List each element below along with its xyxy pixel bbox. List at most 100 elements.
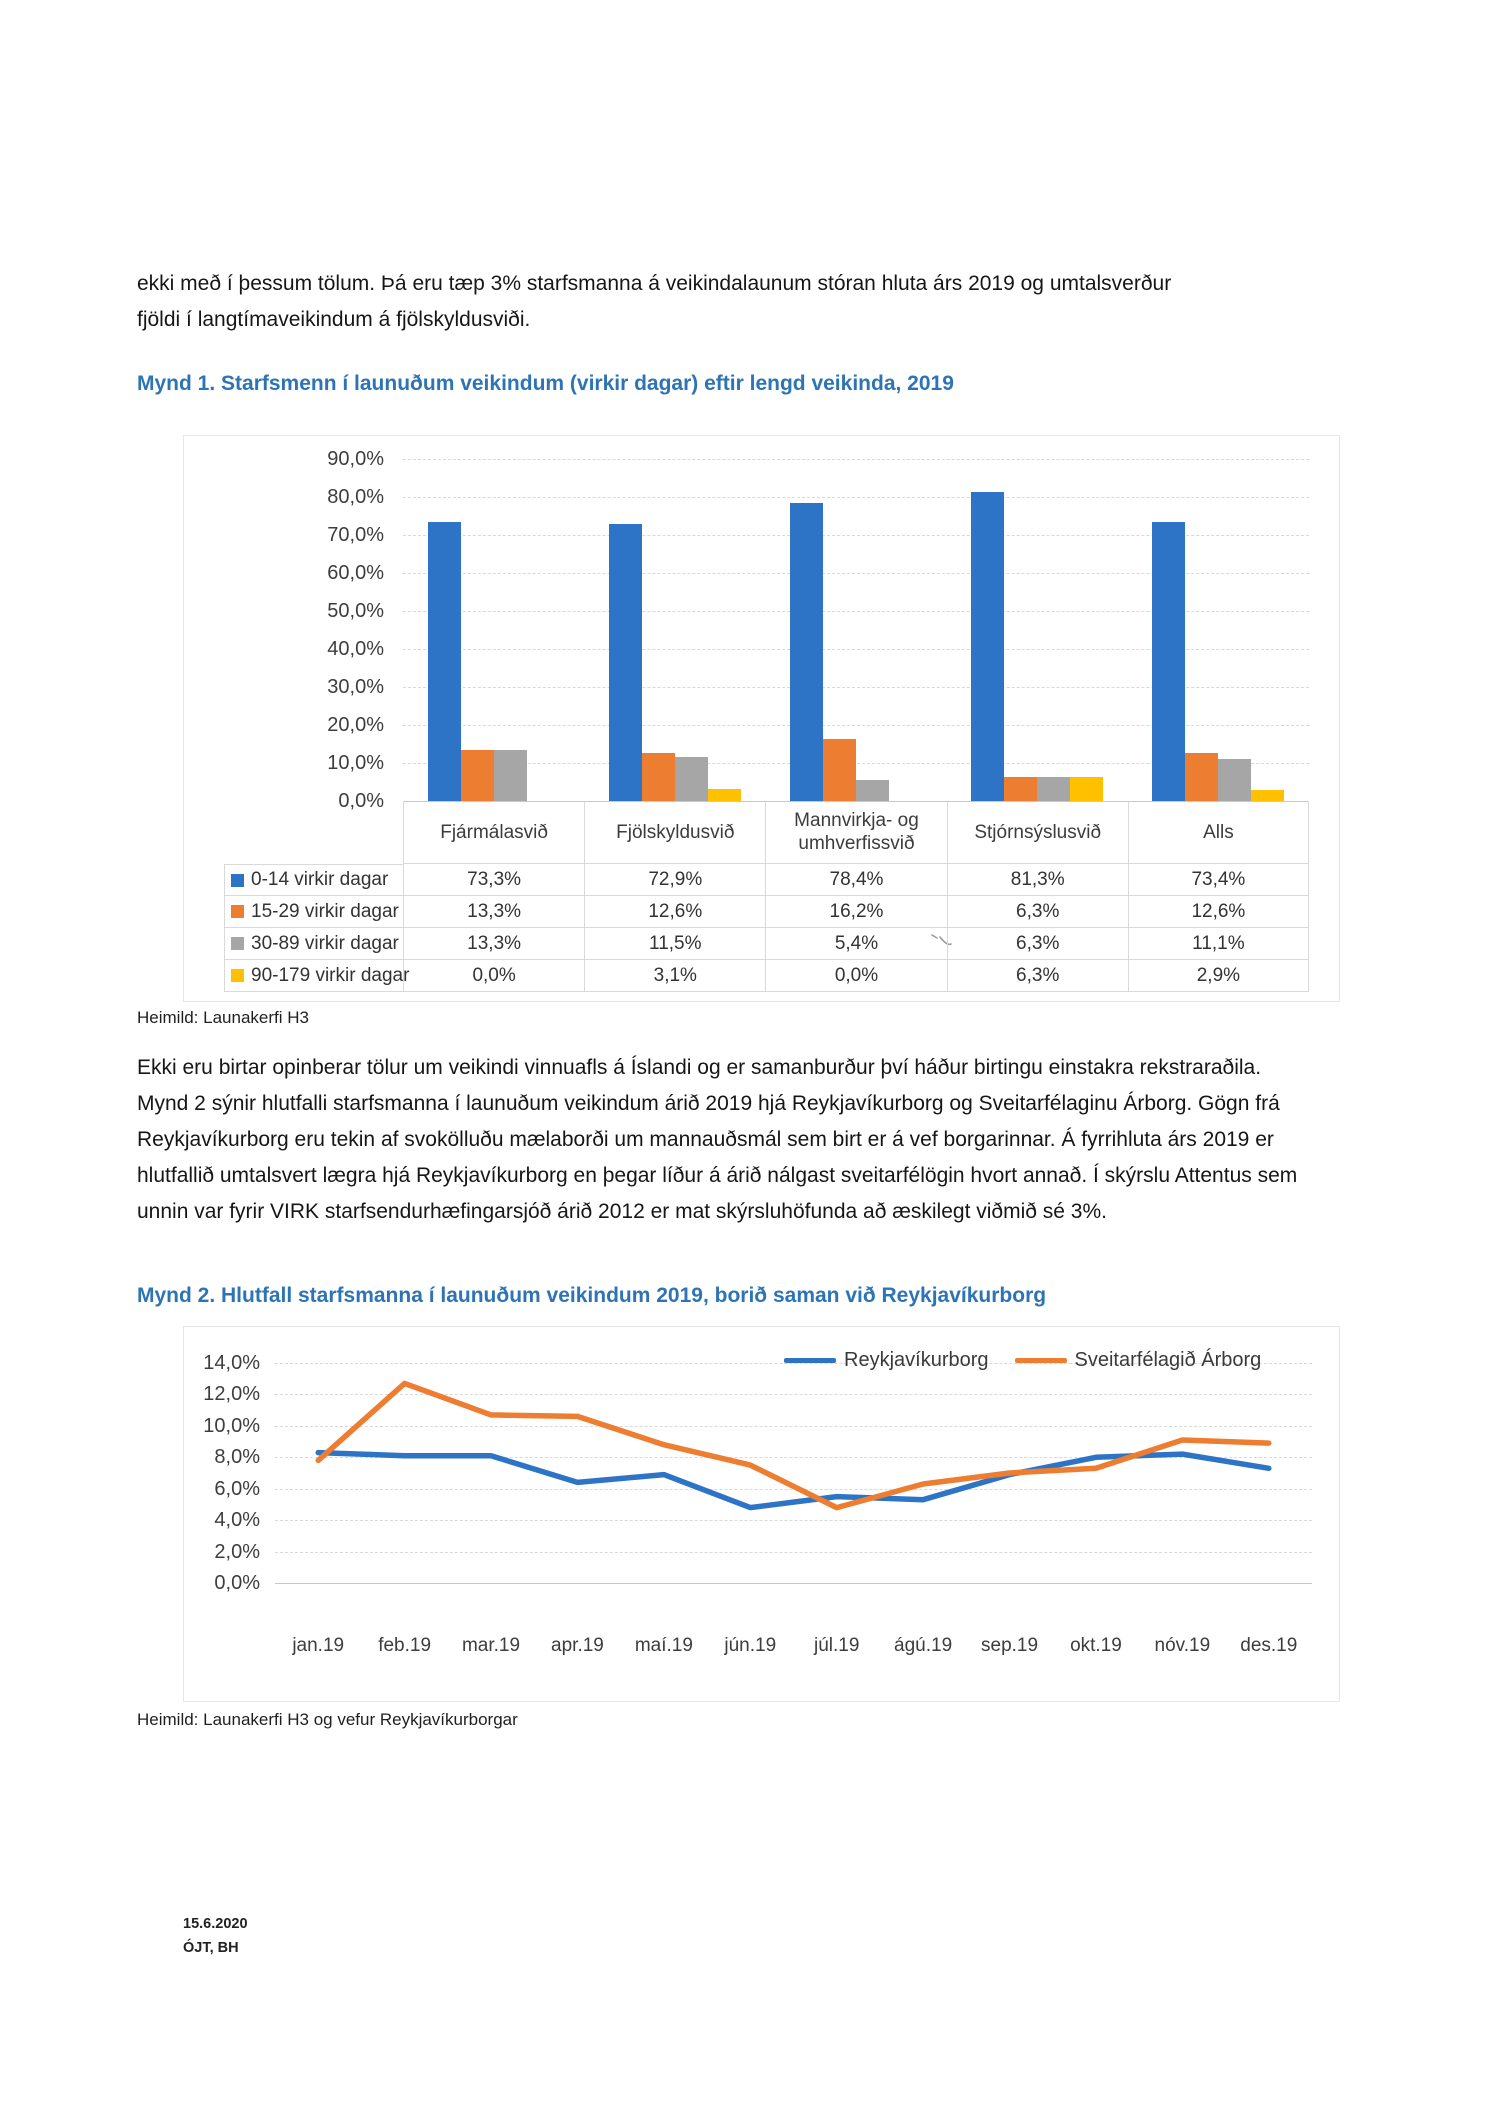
bar-15-29 virkir dagar [1185, 753, 1219, 801]
table-value: 72,9% [584, 864, 766, 896]
gridline [275, 1457, 1312, 1459]
chart-legend: Reykjavíkurborg Sveitarfélagið Árborg [784, 1349, 1261, 1372]
x-axis-line [403, 801, 1309, 802]
y-axis-label: 14,0% [203, 1352, 260, 1374]
table-value: 73,4% [1127, 864, 1309, 896]
figure2-source: Heimild: Launakerfi H3 og vefur Reykjaví… [137, 1710, 518, 1729]
table-value: 6,3% [946, 960, 1128, 992]
legend-swatch [231, 905, 244, 918]
figure2-caption: Mynd 2. Hlutfall starfsmanna í launuðum … [137, 1284, 1047, 1307]
gridline [275, 1363, 1312, 1364]
gridline [275, 1394, 1312, 1396]
gridline [403, 687, 1309, 688]
bar-30-89 virkir dagar [1218, 758, 1252, 801]
x-axis-label: jún.19 [724, 1635, 777, 1656]
table-row-label: 15-29 virkir dagar [224, 896, 403, 928]
gridline [403, 725, 1309, 726]
y-axis-label: 6,0% [214, 1477, 260, 1500]
x-axis-line [275, 1583, 1312, 1584]
x-axis-label: feb.19 [378, 1635, 432, 1656]
gridline [403, 763, 1309, 764]
series-line-Sveitarfélagið Árborg [315, 1380, 1272, 1511]
gridline [403, 459, 1309, 460]
series-name: 0-14 virkir dagar [251, 869, 389, 890]
bar-90-179 virkir dagar [1251, 789, 1285, 801]
y-axis-label: 12,0% [203, 1383, 260, 1406]
legend-label: Sveitarfélagið Árborg [1074, 1349, 1262, 1371]
table-row-label: 0-14 virkir dagar [224, 864, 403, 896]
table-value: 0,0% [403, 960, 585, 992]
y-axis-label: 4,0% [214, 1509, 260, 1532]
x-axis-label: maí.19 [634, 1635, 693, 1656]
bar-0-14 virkir dagar [608, 523, 642, 801]
table-value: 13,3% [403, 896, 585, 928]
table-value: 73,3% [403, 864, 585, 896]
table-value: 2,9% [1127, 960, 1309, 992]
figure1-caption: Mynd 1. Starfsmenn í launuðum veikindum … [137, 372, 954, 395]
bar-0-14 virkir dagar [427, 522, 461, 801]
legend-item: Reykjavíkurborg [784, 1349, 989, 1372]
footer-initials: ÓJT, BH [183, 1940, 239, 1956]
gridline [275, 1425, 1312, 1427]
table-value: 5,4% [765, 928, 947, 960]
legend-swatch [231, 873, 244, 887]
table-value: 6,3% [946, 928, 1128, 960]
bar-30-89 virkir dagar [493, 750, 527, 801]
bar-30-89 virkir dagar [856, 780, 889, 801]
y-axis-label: 8,0% [214, 1446, 260, 1469]
y-axis-label: 40,0% [327, 638, 384, 660]
x-axis-label: nóv.19 [1154, 1635, 1211, 1656]
gridline [403, 535, 1309, 536]
table-value: 3,1% [584, 960, 766, 992]
bar-0-14 virkir dagar [790, 503, 823, 801]
bar-0-14 virkir dagar [1152, 522, 1186, 801]
legend-label: Reykjavíkurborg [844, 1349, 989, 1371]
figure1-source: Heimild: Launakerfi H3 [137, 1008, 309, 1027]
x-axis-label: apr.19 [551, 1635, 604, 1656]
line-plot [315, 1380, 1272, 1511]
y-axis-label: 10,0% [203, 1414, 260, 1437]
intro-paragraph: ekki með í þessum tölum. Þá eru tæp 3% s… [137, 272, 1172, 331]
legend-swatch [231, 969, 244, 982]
bar-15-29 virkir dagar [1004, 777, 1038, 801]
table-value: 0,0% [765, 960, 947, 992]
table-value: 11,1% [1127, 928, 1309, 960]
series-name: 15-29 virkir dagar [251, 900, 399, 922]
y-axis-label: 0,0% [338, 790, 384, 812]
y-axis-label: 0,0% [214, 1572, 260, 1594]
x-axis-label: des.19 [1240, 1635, 1298, 1656]
category-label: Fjölskyldusvið [584, 801, 766, 864]
gridline [275, 1520, 1312, 1522]
table-row-label: 30-89 virkir dagar [224, 928, 403, 960]
legend-item: Sveitarfélagið Árborg [1014, 1349, 1262, 1372]
series-name: 90-179 virkir dagar [251, 964, 410, 986]
bar-15-29 virkir dagar [823, 739, 856, 801]
x-axis-label: jan.19 [292, 1635, 345, 1656]
bar-0-14 virkir dagar [971, 492, 1005, 801]
x-axis-label: okt.19 [1070, 1635, 1122, 1656]
legend-line [784, 1358, 836, 1363]
y-axis-label: 10,0% [327, 752, 384, 774]
table-value: 12,6% [584, 896, 766, 928]
y-axis-label: 2,0% [214, 1540, 260, 1563]
gridline [403, 649, 1309, 650]
category-label: Mannvirkja- og umhverfissvið [765, 801, 947, 864]
series-line-Reykjavíkurborg [315, 1449, 1272, 1511]
legend-line [1014, 1358, 1067, 1363]
bar-30-89 virkir dagar [674, 757, 708, 801]
bar-15-29 virkir dagar [641, 753, 675, 801]
y-axis-label: 50,0% [327, 600, 384, 622]
table-row-label: 90-179 virkir dagar [224, 960, 409, 992]
bar-90-179 virkir dagar [707, 789, 741, 801]
bar-15-29 virkir dagar [460, 750, 494, 801]
y-axis-label: 60,0% [327, 562, 384, 584]
table-value: 13,3% [403, 928, 585, 960]
gridline [403, 611, 1309, 612]
legend-swatch [231, 937, 244, 950]
table-value: 6,3% [946, 896, 1128, 928]
category-label: Stjórnsýslusvið [946, 801, 1128, 864]
category-label: Fjármálasvið [403, 801, 585, 864]
x-axis-label: sep.19 [981, 1635, 1039, 1656]
y-axis-label: 30,0% [327, 676, 384, 698]
